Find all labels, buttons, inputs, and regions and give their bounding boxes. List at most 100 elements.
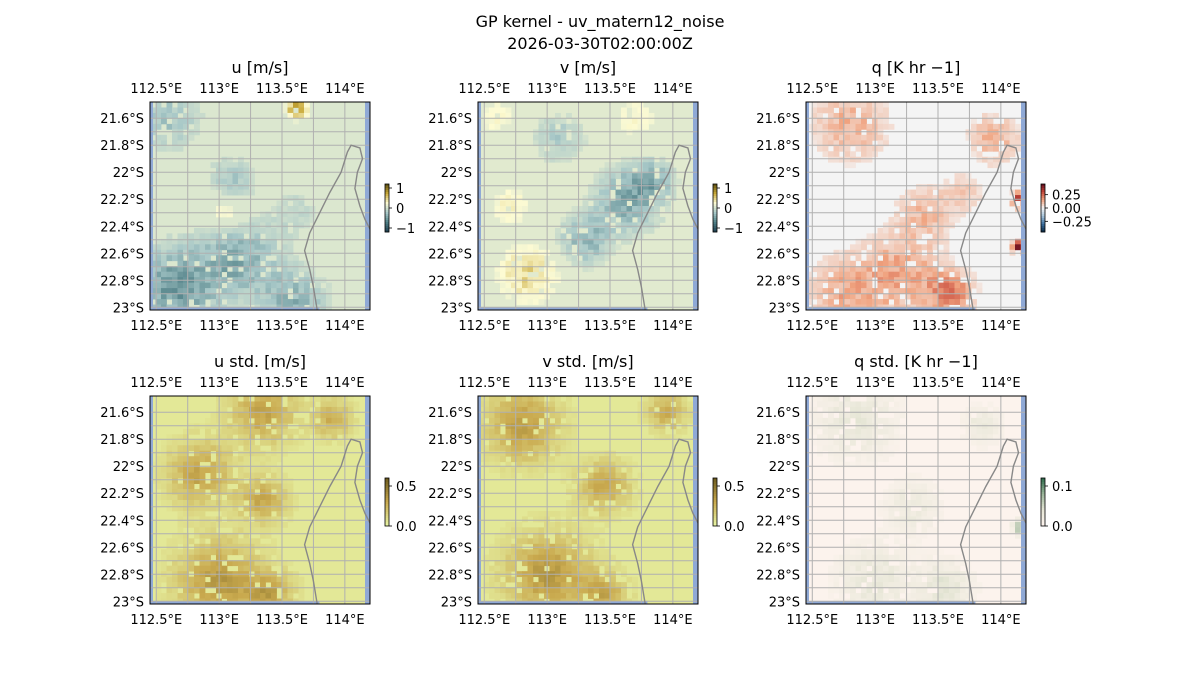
x-tick-label-bottom: 114°E: [653, 319, 693, 334]
field-cell: [949, 206, 955, 212]
field-cell: [883, 489, 889, 495]
field-cell: [637, 189, 644, 196]
field-cell: [560, 532, 567, 539]
field-cell: [965, 434, 972, 441]
field-cell: [654, 222, 660, 229]
field-cell: [883, 521, 889, 528]
field-cell: [172, 282, 178, 289]
x-tick-label-top: 114°E: [653, 82, 693, 97]
field-cell: [183, 260, 189, 267]
field-cell: [833, 266, 840, 273]
field-cell: [172, 587, 178, 594]
field-cell: [194, 516, 200, 523]
field-cell: [183, 554, 189, 561]
field-cell: [199, 288, 206, 294]
field-cell: [916, 233, 922, 240]
field-cell: [232, 189, 239, 196]
field-cell: [161, 461, 167, 468]
field-cell: [205, 582, 211, 588]
field-cell: [205, 593, 211, 599]
field-cell: [221, 428, 228, 435]
field-cell: [822, 260, 829, 267]
field-cell: [894, 233, 900, 240]
field-cell: [588, 255, 594, 262]
field-cell: [828, 417, 834, 424]
field-cell: [205, 521, 211, 528]
field-cell: [271, 233, 277, 240]
field-cell: [210, 505, 217, 512]
colorbar-segment: [1041, 522, 1045, 525]
field-cell: [866, 102, 873, 108]
field-cell: [533, 593, 539, 599]
x-tick-label-bottom: 112.5°E: [130, 613, 182, 628]
field-cell: [249, 565, 255, 572]
field-cell: [188, 483, 195, 490]
field-cell: [538, 249, 545, 256]
field-cell: [227, 288, 233, 294]
field-cell: [960, 178, 966, 185]
colorbar-segment: [1041, 202, 1045, 205]
field-cell: [260, 483, 266, 490]
field-cell: [828, 293, 834, 300]
field-cell: [828, 134, 834, 141]
field-cell: [177, 134, 184, 141]
field-cell: [494, 434, 501, 441]
field-cell: [976, 123, 983, 130]
field-cell: [298, 222, 305, 229]
field-cell: [621, 206, 627, 212]
field-cell: [205, 233, 211, 240]
field-cell: [593, 216, 600, 223]
field-cell: [615, 472, 622, 479]
field-cell: [522, 260, 528, 267]
field-cell: [177, 102, 184, 108]
colorbar-segment: [713, 194, 717, 197]
field-cell: [304, 406, 310, 413]
field-cell: [949, 189, 955, 196]
field-cell: [894, 527, 900, 534]
field-cell: [326, 412, 332, 419]
field-cell: [549, 271, 556, 278]
field-cell: [839, 129, 845, 136]
field-cell: [1009, 238, 1016, 245]
colorbar-segment: [713, 508, 717, 511]
field-cell: [850, 102, 856, 108]
field-cell: [861, 107, 867, 114]
field-cell: [320, 423, 327, 430]
field-cell: [177, 293, 184, 300]
field-cell: [177, 554, 184, 561]
colorbar-segment: [385, 198, 389, 201]
field-cell: [883, 406, 889, 413]
field-cell: [227, 428, 233, 435]
field-cell: [155, 112, 162, 119]
field-cell: [538, 587, 545, 594]
field-cell: [976, 401, 983, 408]
field-cell: [205, 565, 211, 572]
field-cell: [571, 582, 578, 588]
field-cell: [249, 222, 255, 229]
field-cell: [883, 565, 889, 572]
field-cell: [315, 282, 321, 289]
field-cell: [194, 255, 200, 262]
field-cell: [549, 560, 556, 567]
field-cell: [861, 461, 867, 468]
y-tick-label: 21.8°S: [756, 139, 800, 154]
x-tick-label-top: 112.5°E: [786, 376, 838, 391]
field-cell: [238, 412, 244, 419]
field-cell: [577, 521, 583, 528]
field-cell: [960, 423, 966, 430]
field-cell: [238, 406, 244, 413]
field-cell: [905, 565, 911, 572]
field-cell: [927, 510, 933, 517]
field-cell: [833, 560, 840, 567]
field-cell: [905, 227, 911, 234]
field-cell: [287, 516, 294, 523]
field-cell: [921, 293, 928, 300]
colorbar-segment: [713, 510, 717, 513]
field-cell: [276, 412, 283, 419]
field-cell: [199, 494, 206, 501]
field-cell: [998, 134, 1005, 141]
field-cell: [505, 472, 512, 479]
ocean-strip-right: [365, 102, 370, 310]
field-cell: [599, 472, 605, 479]
field-cell: [511, 271, 517, 278]
